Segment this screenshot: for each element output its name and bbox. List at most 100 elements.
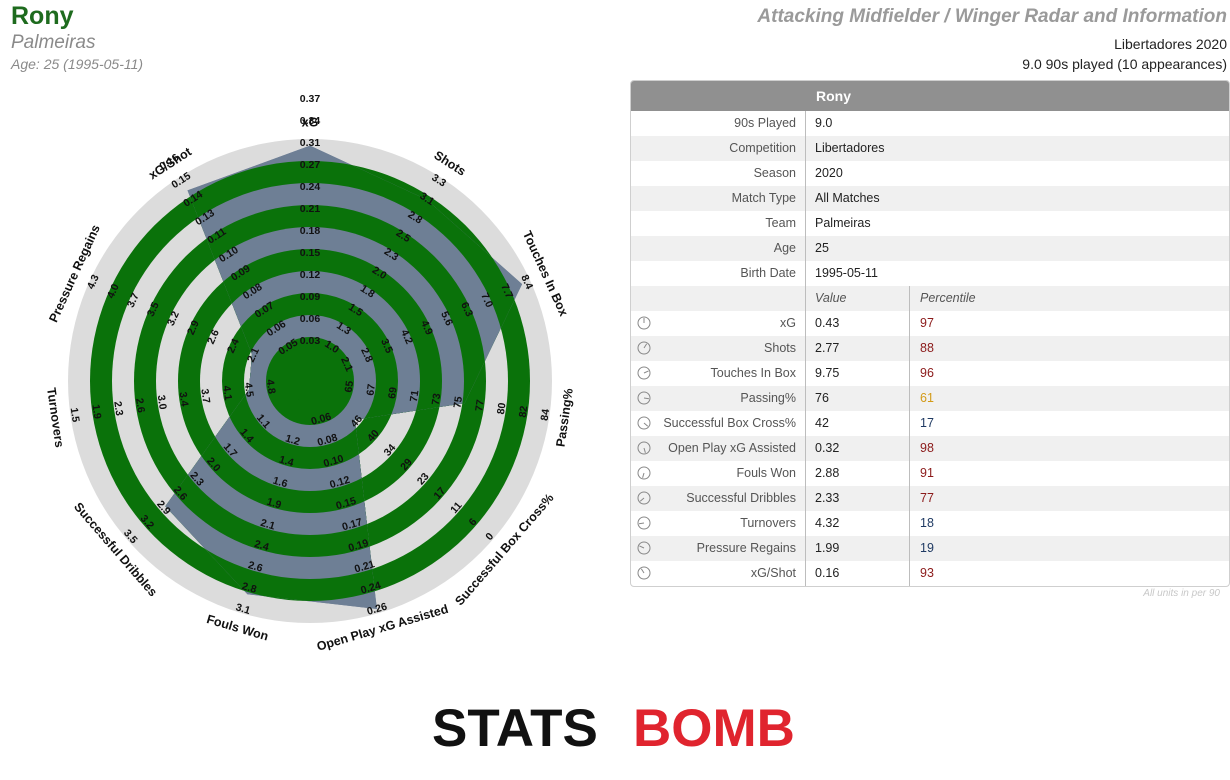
radar-tick-label: 2.3 — [111, 400, 125, 416]
radar-tick-label: 0.09 — [300, 291, 321, 303]
stat-value: 76 — [815, 391, 829, 405]
radar-tick-label: 2.6 — [133, 397, 147, 413]
stat-dial-icon — [637, 541, 651, 555]
radar-tick-label: 3.1 — [234, 601, 252, 617]
stat-percentile: 17 — [920, 416, 934, 430]
radar-tick-label: 0.15 — [300, 247, 321, 259]
table-row: Fouls Won 2.88 91 — [631, 461, 1229, 486]
stat-percentile: 97 — [920, 316, 934, 330]
percentile-header: Percentile — [920, 291, 976, 305]
info-label: Season — [753, 166, 796, 180]
stat-label: xG/Shot — [750, 566, 796, 580]
radar-tick-label: 4.9 — [418, 319, 435, 337]
radar-tick-label: 0.19 — [347, 537, 370, 554]
competition-line: Libertadores 2020 — [1114, 36, 1227, 52]
radar-tick-label: 77 — [473, 399, 487, 412]
stat-label: Shots — [764, 341, 796, 355]
radar-tick-label: 2.4 — [225, 337, 242, 355]
stat-percentile: 93 — [920, 566, 934, 580]
radar-tick-label: 0.06 — [310, 411, 333, 428]
table-row: Successful Dribbles 2.33 77 — [631, 486, 1229, 511]
radar-tick-label: 69 — [386, 386, 400, 399]
table-divider — [909, 286, 910, 586]
units-note: All units in per 90 — [1143, 588, 1220, 599]
radar-tick-label: 2.8 — [240, 580, 258, 596]
radar-center-fill — [288, 359, 332, 403]
stat-label: Successful Dribbles — [686, 491, 796, 505]
radar-tick-label: 0.37 — [300, 93, 321, 105]
radar-tick-label: 4.8 — [264, 379, 278, 395]
radar-tick-label: 3.5 — [145, 300, 162, 318]
radar-tick-label: 8.4 — [518, 273, 535, 291]
stat-value: 1.99 — [815, 541, 840, 555]
radar-tick-label: 2.1 — [338, 355, 355, 373]
radar-tick-label: 0.34 — [300, 115, 321, 127]
stat-dial-icon — [637, 316, 651, 330]
stat-label: Turnovers — [740, 516, 796, 530]
radar-tick-label: 0.15 — [335, 495, 358, 512]
stat-value: 42 — [815, 416, 829, 430]
radar-tick-label: 0.31 — [300, 137, 321, 149]
player-info-table: Rony 90s Played 9.0 Competition Libertadore… — [630, 80, 1230, 587]
radar-tick-label: 71 — [408, 389, 422, 402]
table-row: Season 2020 — [631, 161, 1229, 186]
radar-tick-label: 4.1 — [220, 385, 234, 401]
table-row: Team Palmeiras — [631, 211, 1229, 236]
info-label: 90s Played — [734, 116, 796, 130]
radar-tick-label: 1.9 — [89, 404, 103, 420]
info-label: Age — [773, 241, 796, 255]
value-header: Value — [815, 291, 847, 305]
info-label: Competition — [729, 141, 796, 155]
stat-label: Pressure Regains — [696, 541, 796, 555]
radar-tick-label: 67 — [364, 383, 378, 396]
radar-tick-label: 7.7 — [498, 282, 515, 300]
table-row: Competition Libertadores — [631, 136, 1229, 161]
radar-tick-label: 3.5 — [378, 337, 395, 355]
radar-tick-label: 75 — [452, 395, 466, 408]
statsbomb-logo: STATS BOMB — [432, 700, 795, 752]
info-value: 1995-05-11 — [815, 266, 879, 280]
info-value: 25 — [815, 241, 829, 255]
stat-label: Open Play xG Assisted — [668, 441, 796, 455]
radar-tick-label: 4.2 — [398, 328, 415, 346]
radar-tick-label: 3.7 — [125, 291, 142, 309]
stat-label: Passing% — [740, 391, 796, 405]
stat-value: 2.33 — [815, 491, 840, 505]
info-value: 9.0 — [815, 116, 833, 130]
table-row: Open Play xG Assisted 0.32 98 — [631, 436, 1229, 461]
radar-tick-label: 0.06 — [300, 313, 321, 325]
radar-tick-label: 0.10 — [322, 453, 345, 470]
table-row: xG 0.43 97 — [631, 311, 1229, 336]
stat-label: xG — [780, 316, 796, 330]
radar-tick-label: 0.24 — [359, 579, 382, 596]
stat-dial-icon — [637, 516, 651, 530]
table-row: Shots 2.77 88 — [631, 336, 1229, 361]
stat-percentile: 19 — [920, 541, 934, 555]
player-team: Palmeiras — [11, 32, 96, 53]
stat-percentile: 98 — [920, 441, 934, 455]
radar-tick-label: 0.21 — [353, 558, 376, 575]
radar-tick-label: 1.5 — [68, 407, 82, 423]
stat-percentile: 61 — [920, 391, 934, 405]
stat-dial-icon — [637, 341, 651, 355]
radar-metric-label: Passing% — [554, 387, 576, 447]
stat-percentile: 91 — [920, 466, 934, 480]
table-row: Turnovers 4.32 18 — [631, 511, 1229, 536]
stat-dial-icon — [637, 466, 651, 480]
table-row: Passing% 76 61 — [631, 386, 1229, 411]
player-name: Rony — [11, 2, 74, 30]
table-row: Match Type All Matches — [631, 186, 1229, 211]
table-row: Birth Date 1995-05-11 — [631, 261, 1229, 286]
stat-label: Touches In Box — [710, 366, 796, 380]
stat-label: Successful Box Cross% — [663, 416, 796, 430]
stat-value: 2.88 — [815, 466, 840, 480]
info-label: Match Type — [731, 191, 796, 205]
radar-tick-label: 0.12 — [328, 474, 351, 491]
stat-value: 0.43 — [815, 316, 840, 330]
radar-tick-label: 5.6 — [438, 309, 455, 327]
radar-tick-label: 0.24 — [300, 181, 321, 193]
stat-value: 4.32 — [815, 516, 840, 530]
table-row: 90s Played 9.0 — [631, 111, 1229, 136]
stat-dial-icon — [637, 491, 651, 505]
stat-dial-icon — [637, 566, 651, 580]
